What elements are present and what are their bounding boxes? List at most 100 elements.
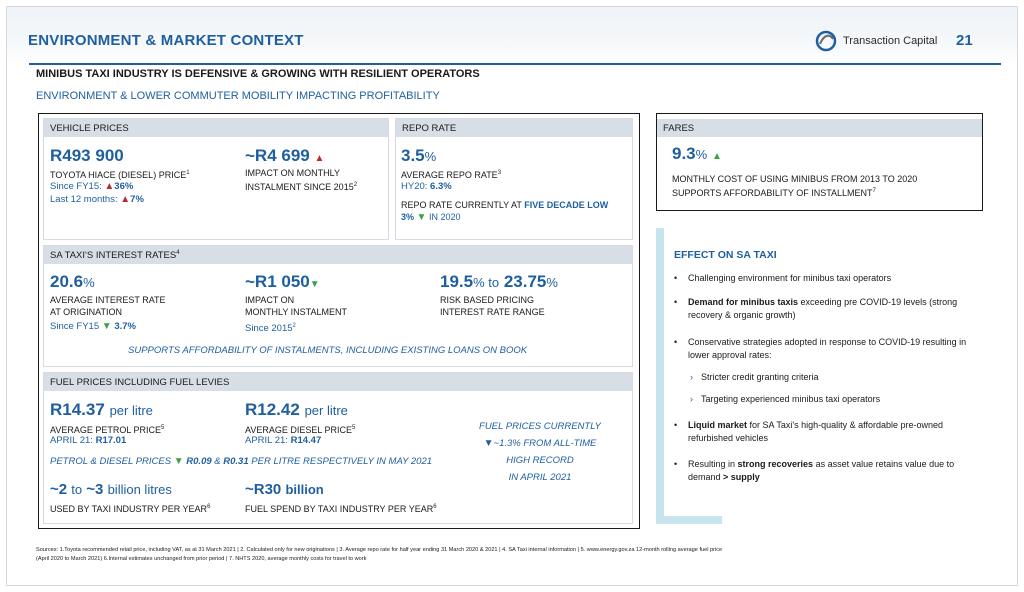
effect-sub-bullet: › Stricter credit granting criteria: [690, 372, 819, 382]
repo-rate-label: AVERAGE REPO RATE3: [401, 167, 501, 181]
fuel-change-text1: PETROL & DIESEL PRICES: [50, 456, 172, 467]
vehicle-since-fy15: Since FY15: ▲36%: [50, 180, 133, 193]
effect-rest: for SA Taxi's high-quality & affordable …: [688, 420, 944, 443]
bullet-icon: •: [674, 459, 678, 469]
avg-interest-rate: 20.6%: [50, 272, 95, 292]
fuel-volume: ~2 to ~3 billion litres: [50, 481, 172, 498]
fuel-current-line2: ~1.3% FROM ALL-TIME: [493, 438, 597, 449]
effect-mid: as asset value retains value due to dema…: [688, 459, 955, 482]
diesel-april-value: R14.47: [290, 435, 322, 446]
range-low: 19.5: [440, 272, 474, 291]
impact-label-line2: MONTHLY INSTALMENT: [245, 307, 348, 317]
footnote-ref: 2: [353, 182, 358, 188]
effect-bullet: • Challenging environment for minibus tax…: [674, 272, 974, 285]
effect-rest: exceeding pre COVID-19 levels (strong re…: [688, 297, 958, 320]
last12-label: Last 12 months:: [50, 194, 118, 205]
spend-value: ~R30: [245, 481, 282, 498]
effect-bullet: • Demand for minibus taxis exceeding pre …: [674, 296, 974, 322]
fuel-change-diesel: R0.31: [223, 456, 249, 467]
vehicle-price-value: R493 900: [50, 146, 124, 165]
effect-bullet-text: Liquid market for SA Taxi's high-quality…: [688, 419, 970, 445]
monthly-instalment-impact: ~R1 050▼: [245, 272, 320, 292]
bullet-icon: •: [674, 420, 678, 430]
effect-sub-bullet: › Targeting experienced minibus taxi oper…: [690, 394, 880, 404]
repo-rate-panel: [395, 118, 633, 240]
bullet-icon: •: [674, 297, 678, 307]
avg-interest-label-line2: AT ORIGINATION: [50, 307, 123, 317]
repo-note-value: 3%: [401, 212, 415, 222]
footnote-ref: 4: [176, 250, 180, 256]
range-label-line2: INTEREST RATE RANGE: [440, 307, 545, 317]
petrol-april-value: R17.01: [95, 435, 127, 446]
effect-bullet-text: Conservative strategies adopted in respo…: [688, 337, 967, 360]
footer-line2: (April 2020 to March 2021) 6.Internal es…: [36, 556, 367, 562]
interest-rate-range: 19.5% to 23.75%: [440, 272, 558, 292]
volume-unit: billion litres: [107, 482, 172, 497]
effect-pre: Resulting in: [688, 459, 738, 469]
interest-rates-panel: [43, 245, 633, 367]
instalment-label: IMPACT ON MONTHLY INSTALMENT SINCE 20152: [245, 167, 357, 193]
sources-footer: Sources: 1.Toyota recommended retail pri…: [36, 546, 986, 564]
fares-heading: FARES: [657, 119, 982, 137]
range-unit: %: [546, 275, 558, 290]
impact-value: ~R1 050: [245, 272, 310, 291]
company-logo: Transaction Capital: [815, 30, 937, 52]
spend-unit: billion: [285, 482, 324, 497]
effect-sub-text: Targeting experienced minibus taxi opera…: [701, 394, 881, 404]
effect-sub-text: Stricter credit granting criteria: [701, 372, 819, 382]
volume-to: to: [71, 482, 83, 497]
fares-value: 9.3% ▲: [672, 144, 722, 164]
diesel-april-label: APRIL 21:: [245, 435, 288, 446]
up-triangle-icon: ▲: [104, 181, 115, 192]
spend-label-text: FUEL SPEND BY TAXI INDUSTRY PER YEAR: [245, 504, 434, 514]
impact-label: IMPACT ON MONTHLY INSTALMENT: [245, 294, 347, 318]
fuel-change-and: &: [214, 456, 221, 467]
fuel-current-line1: FUEL PRICES CURRENTLY: [479, 421, 601, 432]
fuel-current-line3: HIGH RECORD: [506, 455, 574, 466]
footnote-ref: 5: [352, 425, 356, 431]
fuel-change-petrol: R0.09: [186, 456, 212, 467]
vehicle-prices-heading: VEHICLE PRICES: [44, 119, 388, 137]
range-label: RISK BASED PRICING INTEREST RATE RANGE: [440, 294, 545, 318]
bullet-icon: •: [674, 273, 678, 283]
footnote-ref: 6: [433, 504, 437, 510]
transaction-capital-logo-icon: [815, 30, 837, 52]
chevron-right-icon: ›: [690, 372, 693, 382]
hy-value: 6.3%: [430, 181, 452, 192]
range-high: 23.75: [503, 272, 547, 291]
instalment-label-line2: INSTALMENT SINCE 2015: [245, 182, 354, 192]
header-band: [7, 7, 1017, 65]
volume-low: ~2: [50, 481, 68, 498]
volume-label-text: USED BY TAXI INDUSTRY PER YEAR: [50, 504, 208, 514]
since-value: 36%: [114, 181, 134, 192]
effect-bullet-text: Challenging environment for minibus taxi…: [688, 273, 892, 283]
repo-hy20: HY20: 6.3%: [401, 180, 452, 193]
footnote-ref: 2: [292, 323, 296, 329]
diesel-price: R12.42 per litre: [245, 400, 348, 420]
avg-since-label: Since FY15: [50, 321, 100, 332]
diesel-april: APRIL 21: R14.47: [245, 434, 321, 447]
fares-label-line2: SUPPORTS AFFORDABILITY OF INSTALLMENT: [672, 188, 873, 198]
effect-panel: [656, 228, 984, 524]
footnote-ref: 3: [497, 170, 502, 176]
impact-since: Since 20152: [245, 320, 296, 335]
avg-interest-number: 20.6: [50, 272, 84, 291]
down-triangle-icon: ▼: [173, 456, 184, 467]
repo-rate-number: 3.5: [401, 146, 425, 165]
petrol-unit: per litre: [109, 403, 153, 418]
avg-interest-unit: %: [83, 275, 95, 290]
fuel-current-line4: IN APRIL 2021: [508, 472, 572, 483]
petrol-label: AVERAGE PETROL PRICE5: [50, 422, 164, 436]
footnote-ref: 5: [161, 425, 165, 431]
bullet-icon: •: [674, 337, 678, 347]
effect-accent-bar-bottom: [656, 516, 722, 524]
last12-value: 7%: [130, 194, 144, 205]
vehicle-prices-panel: [43, 118, 389, 240]
footer-line1: Sources: 1.Toyota recommended retail pri…: [36, 547, 723, 553]
impact-label-line1: IMPACT ON: [245, 295, 295, 305]
header-rule: [29, 63, 1001, 65]
fuel-current-note: FUEL PRICES CURRENTLY ▼~1.3% FROM ALL-TI…: [470, 418, 610, 486]
fuel-change-note: PETROL & DIESEL PRICES ▼ R0.09 & R0.31 P…: [50, 456, 432, 467]
slide-subtitle-secondary: ENVIRONMENT & LOWER COMMUTER MOBILITY IM…: [36, 90, 440, 102]
interest-note: SUPPORTS AFFORDABILITY OF INSTALMENTS, I…: [128, 345, 528, 356]
